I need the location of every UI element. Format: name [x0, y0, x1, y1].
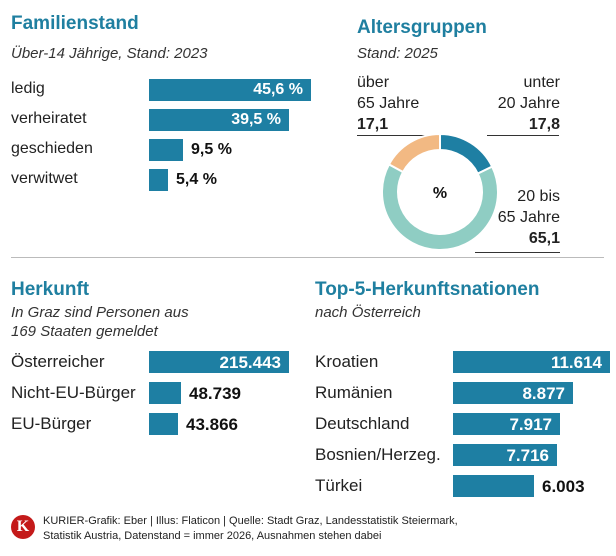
category-label-verheiratet: verheiratet [11, 110, 87, 127]
value-label-österreicher: 215.443 [219, 353, 281, 372]
bar-rumänien [453, 382, 573, 404]
footer-credits: KURIER-Grafik: Eber | Illus: Flaticon | … [43, 514, 458, 544]
bar-bosnien-herzeg [453, 444, 557, 466]
donut-slice-über-65-jahre [387, 132, 441, 174]
leader-line-unter20 [487, 135, 559, 136]
bar-eu-bürger [149, 413, 178, 435]
value-label-bosnien-herzeg: 7.716 [506, 446, 549, 465]
category-label-nicht-eu-bürger: Nicht-EU-Bürger [11, 383, 136, 402]
category-label-eu-bürger: EU-Bürger [11, 414, 92, 433]
leader-line-ueber65 [357, 135, 441, 136]
bar-verheiratet [149, 109, 289, 131]
category-label-bosnien-herzeg: Bosnien/Herzeg. [315, 445, 441, 464]
familienstand-subtitle: Über-14 Jährige, Stand: 2023 [11, 45, 208, 62]
value-label-rumänien: 8.877 [522, 384, 565, 403]
kurier-logo: K [11, 515, 35, 539]
value-label-nicht-eu-bürger: 48.739 [189, 384, 241, 403]
herkunft-subtitle-line2: 169 Staaten gemeldet [11, 323, 158, 340]
category-label-geschieden: geschieden [11, 140, 93, 157]
value-label-verheiratet: 39,5 % [231, 111, 281, 128]
bar-nicht-eu-bürger [149, 382, 181, 404]
donut-slice-unter-20-jahre [439, 132, 494, 175]
value-label-deutschland: 7.917 [509, 415, 552, 434]
familienstand-title: Familienstand [11, 13, 139, 34]
footer-line-1: KURIER-Grafik: Eber | Illus: Flaticon | … [43, 515, 458, 527]
donut-slice-20-bis-65-jahre [381, 163, 499, 251]
value-label-ledig: 45,6 % [253, 81, 303, 98]
age-label-unter20: unter 20 Jahre 17,8 [497, 74, 560, 133]
category-label-verwitwet: verwitwet [11, 170, 78, 187]
value-label-eu-bürger: 43.866 [186, 415, 238, 434]
category-label-österreicher: Österreicher [11, 352, 105, 371]
category-label-kroatien: Kroatien [315, 352, 379, 371]
herkunft-subtitle-line1: In Graz sind Personen aus [11, 304, 189, 321]
bar-österreicher [149, 351, 289, 373]
leader-line-20bis65 [475, 252, 560, 253]
bar-deutschland [453, 413, 560, 435]
top5-title: Top-5-Herkunftsnationen [315, 279, 540, 300]
bar-kroatien [453, 351, 610, 373]
donut-center-label: % [433, 185, 447, 202]
age-label-ueber65: über 65 Jahre 17,1 [357, 74, 420, 133]
bar-ledig [149, 79, 311, 101]
bar-geschieden [149, 139, 183, 161]
value-label-türkei: 6.003 [542, 477, 585, 496]
age-label-20bis65: 20 bis 65 Jahre 65,1 [497, 188, 560, 247]
value-label-geschieden: 9,5 % [191, 141, 232, 158]
footer-line-2: Statistik Austria, Datenstand = immer 20… [43, 530, 382, 542]
bar-verwitwet [149, 169, 168, 191]
bar-türkei [453, 475, 534, 497]
altersgruppen-donut: % [381, 132, 499, 251]
category-label-rumänien: Rumänien [315, 383, 393, 402]
herkunft-title: Herkunft [11, 279, 90, 300]
altersgruppen-subtitle: Stand: 2025 [357, 45, 438, 62]
value-label-kroatien: 11.614 [550, 353, 602, 372]
value-label-verwitwet: 5,4 % [176, 171, 217, 188]
section-divider [11, 257, 604, 258]
category-label-ledig: ledig [11, 80, 45, 97]
category-label-deutschland: Deutschland [315, 414, 410, 433]
category-label-türkei: Türkei [315, 476, 363, 495]
altersgruppen-title: Altersgruppen [357, 17, 487, 38]
top5-subtitle: nach Österreich [315, 304, 421, 321]
